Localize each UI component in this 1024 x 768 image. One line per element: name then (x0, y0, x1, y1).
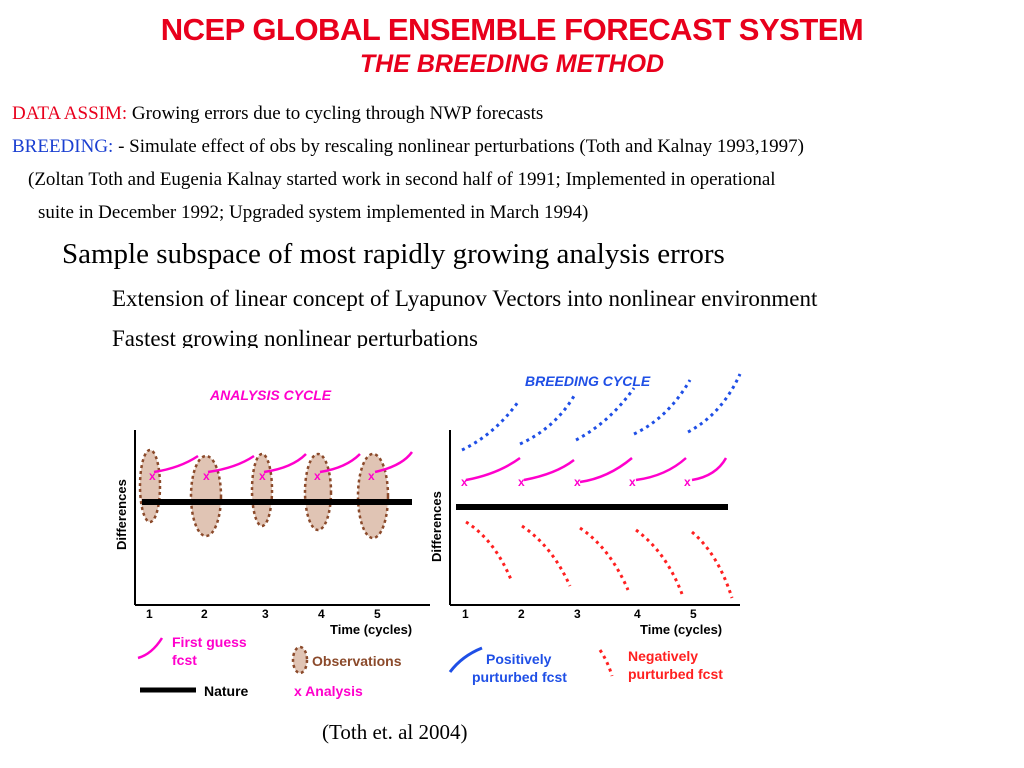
note-line-2: suite in December 1992; Upgraded system … (38, 202, 589, 223)
legend-positive-label-2: purturbed fcst (472, 669, 567, 685)
breeding-marker: x (574, 475, 581, 489)
positive-perturbation-curve (687, 373, 742, 434)
observation-ellipse (250, 452, 274, 528)
main-bullet: Sample subspace of most rapidly growing … (62, 238, 725, 270)
first-guess-curve (319, 453, 361, 474)
observation-ellipse (138, 448, 162, 524)
page-subtitle: THE BREEDING METHOD (359, 50, 665, 78)
negative-perturbation-curve (579, 526, 630, 591)
sub-bullet-2: Fastest growing nonlinear perturbations (112, 326, 479, 348)
legend-analysis-label: x Analysis (294, 683, 363, 699)
breeding-marker: x (518, 475, 525, 489)
negative-perturbation-curve (465, 520, 514, 583)
analysis-marker: x (203, 469, 210, 483)
observation-ellipse (303, 452, 333, 532)
negative-perturbation-curves (465, 520, 734, 599)
observation-ellipse (189, 454, 223, 538)
positive-perturbation-curves (461, 373, 742, 452)
legend-observations-label: Observations (312, 653, 402, 669)
legend-nature-label: Nature (204, 683, 249, 699)
legend-positive-swatch (448, 646, 483, 673)
first-guess-curve (263, 453, 307, 474)
breeding-tick-4: 4 (634, 607, 641, 621)
analysis-marker: x (314, 469, 321, 483)
analysis-y-label: Differences (114, 479, 129, 550)
sub-bullet-1: Extension of linear concept of Lyapunov … (112, 286, 818, 311)
breeding-marker: x (629, 475, 636, 489)
breeding-tick-3: 3 (574, 607, 581, 621)
breeding-diagram: ANALYSIS CYCLE Differences Time (cycles)… (114, 373, 742, 699)
breeding-tick-2: 2 (518, 607, 525, 621)
breeding-line: BREEDING: - Simulate effect of obs by re… (12, 136, 804, 158)
analysis-marker: x (259, 469, 266, 483)
analysis-tick-2: 2 (201, 607, 208, 621)
legend-negative-label-2: purturbed fcst (628, 666, 723, 682)
positive-perturbation-curve (461, 401, 520, 452)
breeding-marker: x (461, 475, 468, 489)
observation-ellipse (356, 452, 390, 540)
legend-negative-swatch (598, 649, 614, 677)
positive-perturbation-curve (633, 379, 692, 436)
breeding-label: BREEDING: (12, 136, 114, 157)
breeding-tick-1: 1 (462, 607, 469, 621)
legend-observations-swatch (291, 645, 309, 675)
first-guess-curve (374, 451, 414, 474)
positive-perturbation-curve (519, 395, 576, 446)
citation: (Toth et. al 2004) (322, 720, 468, 744)
observation-ellipses (138, 448, 390, 540)
first-guess-curve (207, 454, 255, 474)
positive-perturbation-curve (575, 387, 636, 442)
negative-perturbation-curve (521, 524, 572, 587)
data-assim-label: DATA ASSIM: (12, 103, 128, 124)
breeding-marker: x (684, 475, 691, 489)
breeding-first-guess-curves (465, 456, 728, 484)
breeding-tick-5: 5 (690, 607, 697, 621)
data-assim-text: Growing errors due to cycling through NW… (127, 103, 544, 124)
first-guess-curve (523, 459, 575, 482)
negative-perturbation-curve (691, 530, 734, 599)
breeding-x-label: Time (cycles) (640, 622, 722, 637)
legend-negative-label-1: Negatively (628, 648, 698, 664)
negative-perturbation-curve (635, 528, 684, 595)
analysis-tick-5: 5 (374, 607, 381, 621)
first-guess-curve (465, 456, 521, 482)
breeding-text: - Simulate effect of obs by rescaling no… (113, 136, 804, 157)
legend-first-guess-label-2: fcst (172, 652, 197, 668)
page-title: NCEP GLOBAL ENSEMBLE FORECAST SYSTEM (160, 12, 864, 47)
first-guess-curve (691, 457, 728, 482)
note-line-1: (Zoltan Toth and Eugenia Kalnay started … (28, 169, 776, 190)
analysis-marker: x (368, 469, 375, 483)
analysis-marker: x (149, 469, 156, 483)
legend-first-guess-label-1: First guess (172, 634, 247, 650)
first-guess-curve (153, 454, 199, 474)
analysis-cycle-title: ANALYSIS CYCLE (209, 387, 332, 403)
first-guess-curve (579, 457, 633, 484)
legend-positive-label-1: Positively (486, 651, 552, 667)
analysis-tick-1: 1 (146, 607, 153, 621)
analysis-x-label: Time (cycles) (330, 622, 412, 637)
analysis-tick-3: 3 (262, 607, 269, 621)
analysis-tick-4: 4 (318, 607, 325, 621)
first-guess-curve (635, 457, 687, 482)
data-assim-line: DATA ASSIM: Growing errors due to cyclin… (12, 103, 543, 125)
analysis-first-guess-curves (153, 451, 414, 474)
breeding-cycle-title: BREEDING CYCLE (525, 373, 651, 389)
legend-first-guess-swatch (137, 637, 164, 660)
breeding-y-label: Differences (429, 491, 444, 562)
